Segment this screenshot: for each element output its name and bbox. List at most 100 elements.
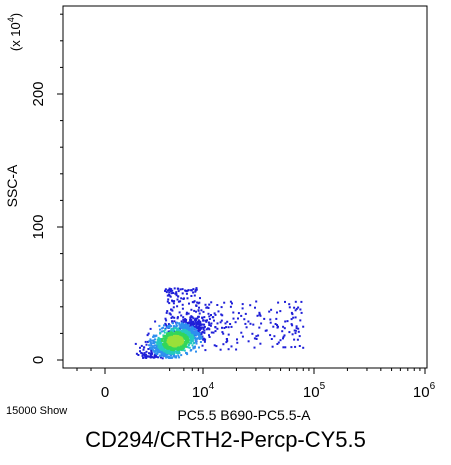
event-point (147, 348, 150, 350)
event-point (154, 338, 156, 341)
event-point (209, 324, 212, 327)
event-point (183, 341, 186, 343)
event-point (164, 328, 167, 331)
event-point (143, 352, 146, 355)
event-point (148, 340, 151, 343)
event-point (182, 326, 185, 328)
event-point (177, 295, 180, 298)
event-point (222, 343, 225, 346)
event-point (268, 310, 271, 313)
event-point (199, 333, 202, 336)
event-point (150, 349, 153, 352)
event-point (276, 343, 279, 345)
event-point (155, 334, 158, 337)
event-point (166, 310, 169, 313)
y-tick-label-200: 200 (30, 81, 47, 106)
event-point (240, 314, 243, 317)
x-axis-ticks (76, 368, 426, 374)
event-point (273, 335, 276, 338)
event-point (258, 326, 261, 329)
event-point (194, 339, 197, 342)
event-point (149, 338, 152, 341)
event-point (203, 331, 206, 334)
event-point (194, 320, 197, 323)
event-point (191, 338, 194, 341)
event-point (170, 331, 173, 334)
event-point (165, 355, 168, 358)
event-point (171, 334, 174, 337)
event-point (162, 330, 165, 333)
event-point (177, 331, 180, 334)
event-point (140, 344, 143, 347)
event-point (184, 340, 187, 342)
event-point (145, 350, 148, 353)
event-point (198, 337, 201, 339)
event-point (229, 300, 232, 303)
event-point (247, 340, 250, 343)
event-point (255, 300, 258, 303)
event-point (190, 340, 193, 343)
event-point (172, 328, 175, 331)
event-point (167, 332, 170, 335)
event-point (276, 324, 278, 327)
event-point (195, 342, 198, 345)
event-point (198, 329, 201, 332)
event-point (271, 345, 274, 348)
event-point (150, 342, 153, 345)
event-point (195, 322, 198, 325)
event-point (182, 318, 185, 321)
event-point (173, 287, 176, 290)
event-point (167, 330, 170, 333)
event-point (156, 344, 158, 347)
event-point (173, 320, 176, 323)
event-point (197, 319, 200, 322)
event-point (178, 356, 181, 359)
event-point (149, 340, 152, 343)
event-point (215, 345, 218, 348)
event-point (186, 297, 189, 300)
event-point (252, 323, 255, 326)
event-point (227, 326, 230, 329)
event-point (185, 292, 188, 295)
event-point (149, 346, 152, 349)
event-point (203, 339, 206, 342)
event-point (168, 302, 171, 305)
event-point (165, 325, 168, 328)
event-point (152, 346, 155, 349)
event-point (232, 317, 235, 320)
event-point (187, 344, 190, 346)
event-point (184, 289, 187, 292)
event-point (176, 317, 179, 320)
event-point (230, 345, 233, 348)
event-point (172, 302, 175, 305)
event-point (195, 319, 198, 322)
event-point (164, 352, 167, 354)
event-point (165, 349, 168, 352)
event-point (241, 335, 244, 338)
event-point (181, 292, 184, 295)
event-point (151, 352, 154, 355)
event-point (202, 338, 204, 340)
event-point (213, 344, 216, 347)
event-point (241, 303, 244, 306)
event-point (164, 290, 167, 292)
event-point (173, 355, 176, 358)
event-point (277, 341, 280, 344)
event-point (169, 350, 172, 353)
event-point (179, 347, 182, 350)
event-point (169, 288, 172, 291)
event-point (192, 342, 195, 345)
event-point (176, 321, 178, 324)
event-point (255, 338, 258, 340)
event-point (178, 328, 181, 331)
event-point (180, 354, 183, 357)
event-point (194, 345, 196, 348)
event-point (269, 318, 272, 321)
event-point (202, 328, 205, 331)
event-point (139, 346, 141, 349)
event-point (137, 354, 140, 356)
event-point (173, 354, 175, 356)
event-point (200, 335, 203, 338)
event-point (179, 288, 182, 291)
event-point (208, 303, 211, 306)
